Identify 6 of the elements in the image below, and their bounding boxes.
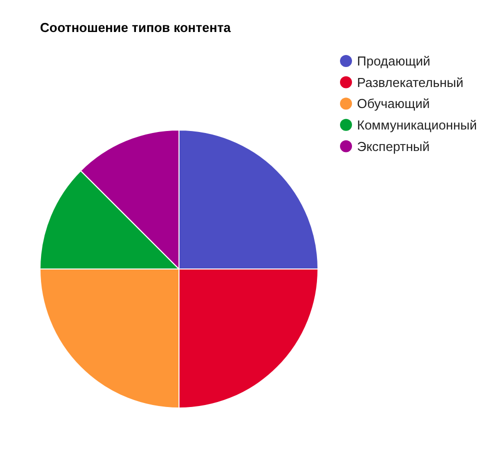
legend-label: Развлекательный [357, 74, 464, 90]
chart-title: Соотношение типов контента [40, 20, 232, 35]
legend-label: Экспертный [357, 138, 430, 154]
legend-label: Обучающий [357, 96, 430, 112]
legend-label: Продающий [357, 54, 430, 69]
legend-label: Коммуникационный [357, 117, 477, 132]
